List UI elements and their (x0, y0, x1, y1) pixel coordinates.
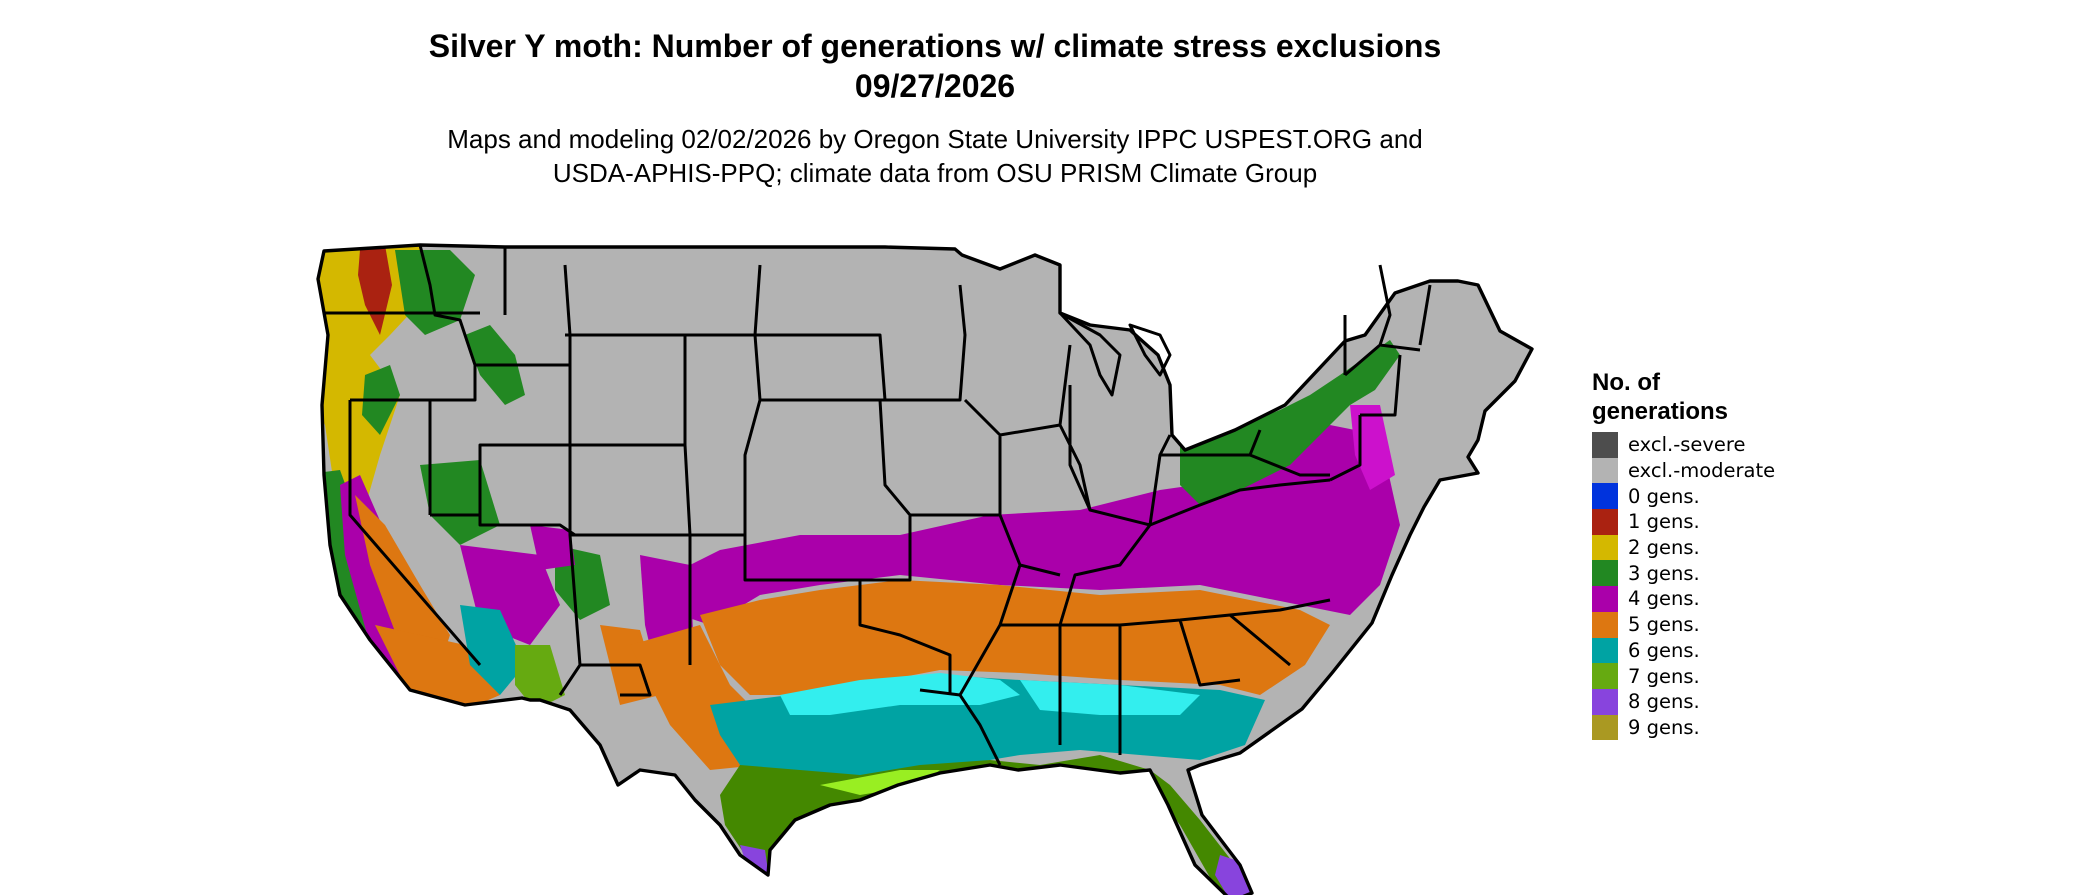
legend-swatch (1592, 586, 1618, 612)
legend-swatch (1592, 534, 1618, 561)
legend-label: 0 gens. (1628, 484, 1700, 508)
legend-item: 0 gens. (1592, 483, 1775, 510)
map-fill-layer (318, 245, 1532, 895)
legend-item: 8 gens. (1592, 688, 1775, 715)
legend: No. of generations excl.-severe excl.-mod… (1592, 368, 1776, 741)
legend-swatch (1592, 483, 1618, 510)
legend-label: 2 gens. (1628, 536, 1700, 560)
map-title: Silver Y moth: Number of generations w/ … (300, 26, 1570, 106)
legend-item: 4 gens. (1592, 586, 1775, 612)
legend-items: excl.-severe excl.-moderate 0 gens. 1 gens.… (1592, 432, 1776, 741)
legend-item: 2 gens. (1592, 534, 1775, 561)
legend-label: 1 gens. (1628, 510, 1700, 534)
region-desert-6gens (460, 605, 525, 695)
legend-label: 3 gens. (1628, 561, 1700, 585)
legend-item: 3 gens. (1592, 560, 1775, 587)
subtitle-line-1: Maps and modeling 02/02/2026 by Oregon S… (447, 124, 1423, 154)
legend-label: 7 gens. (1628, 664, 1700, 688)
region-southern-5gens (700, 580, 1330, 695)
legend-item: excl.-moderate (1592, 457, 1776, 484)
region-gulf-6gens-bright (780, 673, 1020, 715)
legend-swatch (1592, 432, 1618, 458)
legend-swatch (1592, 714, 1618, 741)
region-southeast-6gens-bright (1020, 680, 1200, 715)
region-coastal-7gens-bright (820, 770, 940, 795)
region-socal-5gens (375, 625, 500, 710)
region-southern-4gens (670, 425, 1400, 625)
legend-swatch (1592, 688, 1618, 715)
subtitle-line-2: USDA-APHIS-PPQ; climate data from OSU PR… (552, 158, 1318, 188)
us-generations-map (316, 243, 1534, 895)
legend-item: 9 gens. (1592, 714, 1775, 741)
legend-item: 1 gens. (1592, 509, 1775, 535)
legend-title: No. of generations (1592, 369, 1729, 425)
legend-item: 6 gens. (1592, 637, 1775, 664)
legend-item: excl.-severe (1592, 432, 1775, 458)
legend-swatch (1592, 560, 1618, 587)
us-borders (316, 243, 1534, 895)
legend-swatch (1592, 509, 1618, 535)
legend-label: 8 gens. (1628, 690, 1700, 714)
legend-swatch (1592, 457, 1618, 484)
legend-swatch (1592, 663, 1618, 689)
title-line-2: 09/27/2026 (854, 68, 1016, 104)
legend-label: excl.-severe (1628, 433, 1746, 457)
map-subtitle: Maps and modeling 02/02/2026 by Oregon S… (300, 122, 1570, 190)
legend-label: 6 gens. (1628, 638, 1700, 662)
legend-label: excl.-moderate (1628, 459, 1776, 483)
region-az-4gens (530, 525, 575, 570)
region-pnw-2gens (318, 245, 420, 525)
title-line-1: Silver Y moth: Number of generations w/ … (428, 28, 1442, 64)
region-desert-7gens (515, 645, 565, 710)
legend-label: 9 gens. (1628, 715, 1700, 739)
legend-item: 7 gens. (1592, 663, 1775, 689)
legend-swatch (1592, 637, 1618, 664)
region-appalachian-3gens (1180, 375, 1360, 505)
region-ca-valley-5gens (355, 495, 450, 665)
state-lines (324, 244, 1432, 766)
legend-swatch (1592, 611, 1618, 638)
legend-item: 5 gens. (1592, 611, 1775, 638)
legend-label: 5 gens. (1628, 613, 1700, 637)
legend-label: 4 gens. (1628, 587, 1700, 611)
region-northeast-3gens (1340, 340, 1400, 405)
great-lakes-outline (1058, 311, 1172, 397)
